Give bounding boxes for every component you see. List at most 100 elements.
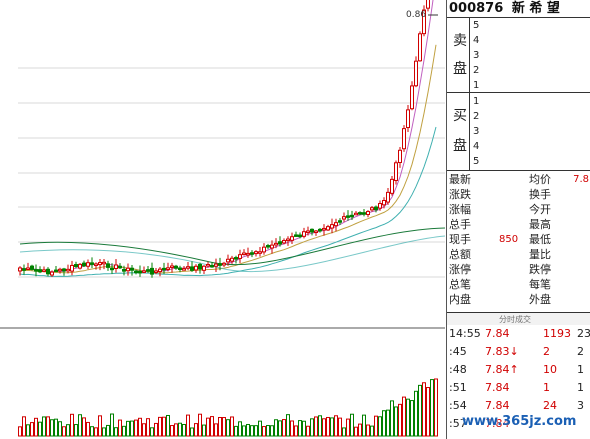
tick-volume: 24 [543,399,557,412]
volume-bar [278,420,282,437]
candle-body [238,254,242,259]
tick-row[interactable]: 14:55 7.84 1193 23 [447,325,590,342]
candle-body [110,267,114,271]
candle-body [222,262,226,266]
volume-bar [426,387,430,437]
candle-body [422,9,426,35]
candle-body [262,246,266,253]
stat-label: 均价 [529,173,551,186]
candle-body [306,230,310,233]
volume-bar [282,419,286,437]
candle-body [386,191,390,203]
volume-bar [94,427,98,437]
stat-value: 7.8 [573,174,589,185]
stat-row: 现手 850 最低 [447,232,590,248]
candle-body [374,206,378,211]
volume-bar [294,425,298,437]
volume-bar [406,398,410,437]
stat-row: 总额 量比 [447,247,590,263]
candle-body [74,264,78,268]
volume-bar [310,418,314,437]
volume-bar [142,423,146,437]
volume-bar [234,425,238,437]
volume-bar [258,420,262,437]
stat-label: 总笔 [449,278,471,291]
ticks-header: 分时成交 [447,312,590,325]
volume-bar [70,413,74,437]
buy-level-1: 1 [473,96,480,107]
candle-body [154,270,158,273]
volume-bar [330,417,334,437]
volume-panel [18,378,438,437]
candle-body [234,257,238,260]
tick-time: 14:55 [449,327,481,340]
candle-body [158,268,162,273]
buy-level-4: 4 [473,141,480,152]
volume-bar [326,416,330,437]
tick-row[interactable]: :51 7.84 1 1 [447,379,590,396]
volume-bar [46,416,50,437]
volume-bar [314,416,318,437]
candle-body [178,267,182,271]
candle-body [34,269,38,272]
tick-volume: 10 [543,363,557,376]
candle-body [334,222,338,227]
candle-body [394,162,398,181]
tick-row[interactable]: :48 7.84↑ 10 1 [447,361,590,378]
candle-body [366,211,370,216]
candle-body [322,227,326,231]
tick-row[interactable]: :45 7.83↓ 2 2 [447,343,590,360]
candle-body [38,269,42,273]
volume-bar [174,423,178,437]
candle-body [70,264,74,272]
candle-body [118,265,122,269]
candle-body [134,270,138,274]
candle-body [186,266,190,269]
candle-body [22,268,26,271]
volume-bar [390,400,394,437]
stat-label: 最低 [529,233,551,246]
buy-label-1: 买 [453,108,467,124]
candle-body [106,263,110,268]
volume-bar [246,423,250,437]
candle-body [270,244,274,249]
stat-label: 今开 [529,203,551,216]
stat-row: 涨跌 换手 [447,187,590,203]
volume-bar [118,419,122,437]
tick-row[interactable]: :54 7.84 24 3 [447,397,590,414]
candle-body [246,252,250,256]
volume-bar [338,417,342,437]
watermark: www.365jz.com [462,414,577,429]
tick-time: :54 [449,399,467,412]
volume-bar [226,419,230,437]
volume-bar [434,378,438,437]
candle-body [294,234,298,237]
stat-row: 涨幅 今开 [447,202,590,218]
buy-level-5: 5 [473,156,480,167]
volume-bar [138,417,142,437]
sell-level-1: 1 [473,80,480,91]
candle-body [150,267,154,275]
stat-value: 850 [499,234,519,245]
candle-body [82,262,86,267]
candle-body [162,267,166,271]
tick-price: 7.83↓ [485,345,519,358]
candle-body [354,212,358,216]
volume-bar [186,414,190,437]
volume-bar [98,415,102,437]
candlestick-chart-area[interactable]: 0.86 [0,0,445,439]
candle-body [146,269,150,272]
candle-body [202,265,206,271]
volume-bar [370,425,374,437]
volume-bar [110,413,114,437]
chart-grid [0,67,445,329]
tick-row[interactable]: :57 7.84 [447,415,590,432]
stock-header: 000876 新 希 望 [447,0,590,18]
volume-bar [26,424,30,437]
ma10-line [19,44,437,274]
candle-body [298,234,302,238]
stat-label: 外盘 [529,293,551,306]
volume-bar [430,379,434,437]
candle-body [210,264,214,268]
stock-code: 000876 [449,1,504,16]
